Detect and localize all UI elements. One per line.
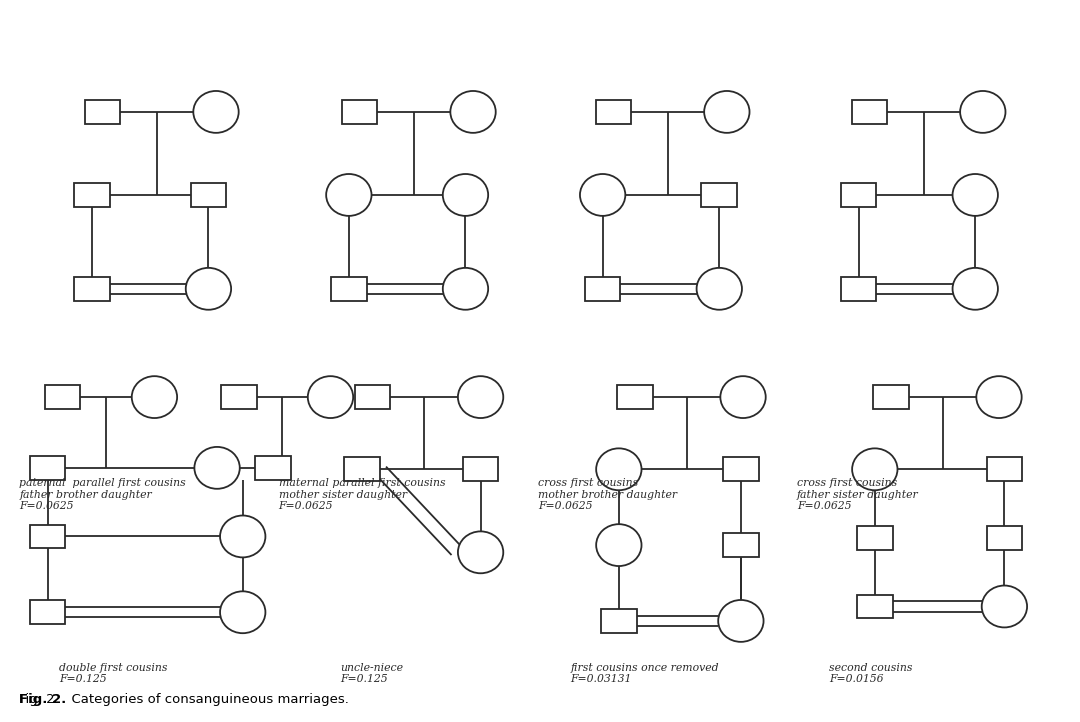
Text: Fig. 2.: Fig. 2. bbox=[19, 693, 67, 706]
Bar bbox=[30, 524, 66, 549]
Ellipse shape bbox=[308, 376, 353, 418]
Ellipse shape bbox=[458, 376, 503, 418]
Bar bbox=[84, 100, 121, 124]
Bar bbox=[30, 456, 66, 480]
Bar bbox=[330, 277, 367, 300]
Ellipse shape bbox=[450, 91, 496, 133]
Bar bbox=[600, 609, 637, 632]
Bar bbox=[585, 277, 620, 300]
Bar bbox=[354, 385, 391, 409]
Bar bbox=[858, 526, 892, 550]
Bar bbox=[30, 601, 66, 624]
Bar bbox=[841, 183, 877, 206]
Ellipse shape bbox=[132, 376, 177, 418]
Ellipse shape bbox=[186, 268, 231, 310]
Ellipse shape bbox=[220, 591, 266, 633]
Bar bbox=[852, 100, 888, 124]
Bar bbox=[462, 458, 498, 482]
Bar bbox=[73, 277, 110, 300]
Text: cross first cousins
mother brother daughter
F=0.0625: cross first cousins mother brother daugh… bbox=[538, 478, 677, 511]
Ellipse shape bbox=[194, 447, 240, 489]
Text: cross first cousins
father sister daughter
F=0.0625: cross first cousins father sister daught… bbox=[797, 478, 919, 511]
Bar bbox=[841, 277, 877, 300]
Text: first cousins once removed
F=0.03131: first cousins once removed F=0.03131 bbox=[570, 663, 719, 684]
Bar bbox=[343, 458, 380, 482]
Bar bbox=[45, 385, 81, 409]
Ellipse shape bbox=[220, 516, 266, 557]
Bar bbox=[618, 385, 652, 409]
Text: double first cousins
F=0.125: double first cousins F=0.125 bbox=[59, 663, 167, 684]
Bar bbox=[724, 533, 758, 557]
Ellipse shape bbox=[697, 268, 742, 310]
Bar bbox=[73, 183, 110, 206]
Ellipse shape bbox=[720, 376, 766, 418]
Bar bbox=[341, 100, 378, 124]
Ellipse shape bbox=[852, 448, 897, 490]
Ellipse shape bbox=[443, 174, 488, 216]
Bar bbox=[987, 526, 1022, 550]
Ellipse shape bbox=[193, 91, 239, 133]
Ellipse shape bbox=[718, 600, 764, 642]
Bar bbox=[702, 183, 737, 206]
Bar bbox=[858, 595, 892, 618]
Text: maternal parallel first cousins
mother sister daughter
F=0.0625: maternal parallel first cousins mother s… bbox=[279, 478, 445, 511]
Text: paternal  parallel first cousins
father brother daughter
F=0.0625: paternal parallel first cousins father b… bbox=[19, 478, 186, 511]
Ellipse shape bbox=[953, 268, 998, 310]
Ellipse shape bbox=[326, 174, 372, 216]
Ellipse shape bbox=[704, 91, 750, 133]
Bar bbox=[221, 385, 257, 409]
Ellipse shape bbox=[458, 531, 503, 573]
Ellipse shape bbox=[596, 524, 642, 566]
Ellipse shape bbox=[580, 174, 625, 216]
Text: Fig. 2.   Categories of consanguineous marriages.: Fig. 2. Categories of consanguineous mar… bbox=[19, 693, 349, 706]
Bar bbox=[724, 609, 758, 632]
Ellipse shape bbox=[443, 268, 488, 310]
Bar bbox=[255, 456, 291, 480]
Ellipse shape bbox=[982, 586, 1027, 627]
Ellipse shape bbox=[596, 448, 642, 490]
Ellipse shape bbox=[960, 91, 1005, 133]
Bar bbox=[190, 183, 227, 206]
Bar bbox=[987, 458, 1022, 482]
Ellipse shape bbox=[953, 174, 998, 216]
Ellipse shape bbox=[976, 376, 1022, 418]
Text: second cousins
F=0.0156: second cousins F=0.0156 bbox=[829, 663, 913, 684]
Text: uncle-niece
F=0.125: uncle-niece F=0.125 bbox=[340, 663, 403, 684]
Bar bbox=[596, 100, 631, 124]
Bar bbox=[873, 385, 909, 409]
Bar bbox=[724, 458, 758, 482]
